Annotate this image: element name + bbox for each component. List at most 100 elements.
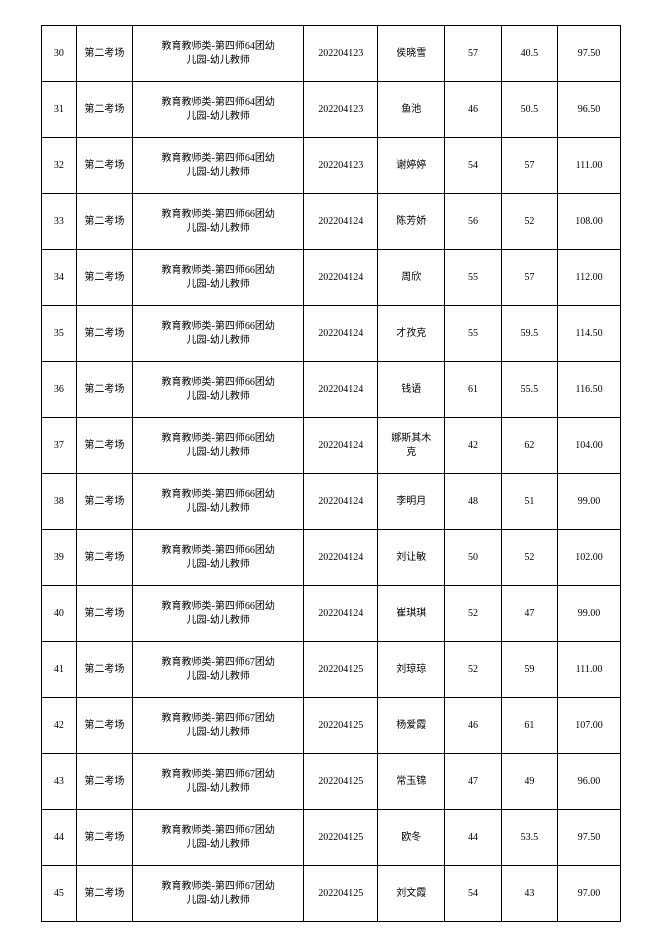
cell-score2: 53.5 [501, 810, 557, 866]
cell-position: 教育教师类-第四师67团幼儿园-幼儿教师 [133, 642, 304, 698]
cell-position: 教育教师类-第四师67团幼儿园-幼儿教师 [133, 698, 304, 754]
pos-line2: 儿园-幼儿教师 [187, 223, 250, 234]
cell-score2: 62 [501, 418, 557, 474]
cell-code: 202204124 [304, 530, 378, 586]
cell-no: 31 [42, 82, 77, 138]
cell-score1: 55 [445, 306, 501, 362]
cell-room: 第二考场 [76, 810, 132, 866]
cell-score2: 43 [501, 866, 557, 922]
pos-line1: 教育教师类-第四师64团幼 [162, 41, 275, 52]
cell-position: 教育教师类-第四师64团幼儿园-幼儿教师 [133, 82, 304, 138]
table-row: 31第二考场教育教师类-第四师64团幼儿园-幼儿教师202204123鱼池465… [42, 82, 621, 138]
cell-no: 32 [42, 138, 77, 194]
cell-score1: 46 [445, 698, 501, 754]
cell-position: 教育教师类-第四师66团幼儿园-幼儿教师 [133, 250, 304, 306]
cell-no: 35 [42, 306, 77, 362]
cell-score1: 54 [445, 866, 501, 922]
pos-line1: 教育教师类-第四师66团幼 [162, 377, 275, 388]
cell-name: 侯晓雪 [378, 26, 445, 82]
cell-room: 第二考场 [76, 866, 132, 922]
cell-score2: 59 [501, 642, 557, 698]
pos-line1: 教育教师类-第四师67团幼 [162, 825, 275, 836]
cell-no: 44 [42, 810, 77, 866]
cell-no: 41 [42, 642, 77, 698]
cell-name: 李明月 [378, 474, 445, 530]
cell-position: 教育教师类-第四师64团幼儿园-幼儿教师 [133, 138, 304, 194]
pos-line2: 儿园-幼儿教师 [187, 615, 250, 626]
table-row: 34第二考场教育教师类-第四师66团幼儿园-幼儿教师202204124周欣555… [42, 250, 621, 306]
table-row: 32第二考场教育教师类-第四师64团幼儿园-幼儿教师202204123谢婷婷54… [42, 138, 621, 194]
pos-line1: 教育教师类-第四师64团幼 [162, 97, 275, 108]
pos-line1: 教育教师类-第四师67团幼 [162, 881, 275, 892]
cell-score2: 57 [501, 250, 557, 306]
cell-code: 202204125 [304, 698, 378, 754]
cell-score2: 50.5 [501, 82, 557, 138]
cell-no: 42 [42, 698, 77, 754]
cell-position: 教育教师类-第四师66团幼儿园-幼儿教师 [133, 194, 304, 250]
cell-score1: 54 [445, 138, 501, 194]
cell-total: 99.00 [558, 474, 621, 530]
pos-line1: 教育教师类-第四师66团幼 [162, 265, 275, 276]
cell-code: 202204124 [304, 362, 378, 418]
cell-name: 常玉锦 [378, 754, 445, 810]
cell-total: 116.50 [558, 362, 621, 418]
cell-total: 102.00 [558, 530, 621, 586]
pos-line2: 儿园-幼儿教师 [187, 839, 250, 850]
cell-no: 45 [42, 866, 77, 922]
cell-room: 第二考场 [76, 418, 132, 474]
cell-code: 202204124 [304, 306, 378, 362]
cell-score2: 51 [501, 474, 557, 530]
cell-room: 第二考场 [76, 306, 132, 362]
cell-total: 97.50 [558, 810, 621, 866]
cell-total: 114.50 [558, 306, 621, 362]
cell-total: 99.00 [558, 586, 621, 642]
cell-room: 第二考场 [76, 530, 132, 586]
pos-line2: 儿园-幼儿教师 [187, 671, 250, 682]
cell-no: 37 [42, 418, 77, 474]
cell-position: 教育教师类-第四师66团幼儿园-幼儿教师 [133, 418, 304, 474]
cell-total: 107.00 [558, 698, 621, 754]
name-line2: 克 [406, 447, 416, 458]
pos-line2: 儿园-幼儿教师 [187, 503, 250, 514]
cell-name: 娜斯其木克 [378, 418, 445, 474]
cell-name: 鱼池 [378, 82, 445, 138]
cell-score2: 47 [501, 586, 557, 642]
pos-line2: 儿园-幼儿教师 [187, 895, 250, 906]
cell-code: 202204123 [304, 82, 378, 138]
cell-total: 96.50 [558, 82, 621, 138]
cell-code: 202204124 [304, 250, 378, 306]
cell-score1: 48 [445, 474, 501, 530]
cell-position: 教育教师类-第四师67团幼儿园-幼儿教师 [133, 754, 304, 810]
table-row: 37第二考场教育教师类-第四师66团幼儿园-幼儿教师202204124娜斯其木克… [42, 418, 621, 474]
cell-total: 108.00 [558, 194, 621, 250]
score-table-container: 30第二考场教育教师类-第四师64团幼儿园-幼儿教师202204123侯晓雪57… [41, 25, 621, 922]
cell-score2: 55.5 [501, 362, 557, 418]
cell-code: 202204124 [304, 586, 378, 642]
cell-position: 教育教师类-第四师66团幼儿园-幼儿教师 [133, 362, 304, 418]
pos-line1: 教育教师类-第四师66团幼 [162, 545, 275, 556]
cell-name: 刘让敏 [378, 530, 445, 586]
table-row: 45第二考场教育教师类-第四师67团幼儿园-幼儿教师202204125刘文霞54… [42, 866, 621, 922]
pos-line2: 儿园-幼儿教师 [187, 559, 250, 570]
table-row: 35第二考场教育教师类-第四师66团幼儿园-幼儿教师202204124才孜克55… [42, 306, 621, 362]
cell-total: 111.00 [558, 642, 621, 698]
cell-score2: 57 [501, 138, 557, 194]
cell-code: 202204123 [304, 138, 378, 194]
cell-room: 第二考场 [76, 194, 132, 250]
cell-room: 第二考场 [76, 642, 132, 698]
pos-line2: 儿园-幼儿教师 [187, 111, 250, 122]
cell-room: 第二考场 [76, 754, 132, 810]
pos-line2: 儿园-幼儿教师 [187, 55, 250, 66]
score-table: 30第二考场教育教师类-第四师64团幼儿园-幼儿教师202204123侯晓雪57… [41, 25, 621, 922]
pos-line1: 教育教师类-第四师66团幼 [162, 433, 275, 444]
cell-score2: 52 [501, 530, 557, 586]
cell-score1: 52 [445, 586, 501, 642]
pos-line2: 儿园-幼儿教师 [187, 335, 250, 346]
table-row: 43第二考场教育教师类-第四师67团幼儿园-幼儿教师202204125常玉锦47… [42, 754, 621, 810]
cell-position: 教育教师类-第四师66团幼儿园-幼儿教师 [133, 530, 304, 586]
cell-code: 202204125 [304, 642, 378, 698]
cell-score2: 40.5 [501, 26, 557, 82]
cell-score2: 52 [501, 194, 557, 250]
cell-name: 周欣 [378, 250, 445, 306]
cell-position: 教育教师类-第四师66团幼儿园-幼儿教师 [133, 586, 304, 642]
